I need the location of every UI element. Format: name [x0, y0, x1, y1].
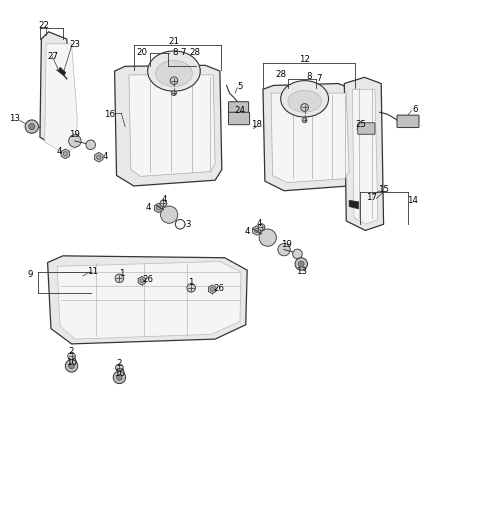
Polygon shape: [58, 68, 66, 77]
FancyBboxPatch shape: [228, 103, 249, 115]
Circle shape: [299, 262, 304, 267]
Circle shape: [117, 375, 122, 380]
Text: 28: 28: [189, 48, 200, 58]
Text: 6: 6: [412, 105, 418, 114]
Text: 23: 23: [70, 40, 80, 49]
Circle shape: [68, 353, 75, 361]
Circle shape: [160, 200, 167, 207]
Text: 2: 2: [69, 346, 74, 355]
Polygon shape: [138, 277, 145, 285]
Text: 4: 4: [145, 203, 151, 212]
Text: 11: 11: [87, 266, 98, 275]
Text: 18: 18: [251, 120, 262, 129]
Text: 17: 17: [366, 193, 377, 202]
Circle shape: [156, 207, 161, 211]
FancyBboxPatch shape: [228, 113, 250, 125]
Text: 26: 26: [213, 284, 224, 293]
Polygon shape: [45, 45, 77, 153]
Text: 24: 24: [235, 106, 245, 115]
Circle shape: [140, 279, 144, 283]
Text: 13: 13: [296, 266, 307, 275]
Text: 4: 4: [162, 194, 167, 204]
Ellipse shape: [156, 61, 192, 87]
Text: 10: 10: [66, 357, 77, 366]
Text: 7: 7: [181, 48, 186, 58]
Polygon shape: [40, 33, 72, 148]
Text: 8: 8: [173, 48, 178, 58]
Circle shape: [293, 249, 302, 259]
Text: 2: 2: [117, 358, 122, 367]
Text: 9: 9: [28, 270, 33, 278]
Text: 20: 20: [136, 48, 147, 58]
Circle shape: [278, 244, 290, 257]
Text: 22: 22: [38, 21, 49, 30]
Text: 7: 7: [316, 74, 322, 83]
Circle shape: [86, 141, 96, 150]
Polygon shape: [252, 226, 261, 236]
Circle shape: [116, 364, 123, 372]
Circle shape: [29, 124, 35, 130]
Circle shape: [295, 258, 308, 271]
Text: 12: 12: [299, 55, 310, 64]
Polygon shape: [95, 153, 103, 163]
Text: 28: 28: [275, 70, 286, 79]
Text: 25: 25: [355, 120, 366, 129]
Circle shape: [302, 119, 307, 124]
Circle shape: [301, 105, 309, 112]
Text: 4: 4: [256, 218, 262, 227]
Text: 10: 10: [114, 368, 125, 377]
Text: 4: 4: [244, 227, 250, 235]
Circle shape: [171, 91, 176, 96]
Circle shape: [210, 288, 214, 292]
FancyBboxPatch shape: [397, 116, 419, 128]
Text: 19: 19: [70, 130, 80, 138]
Text: 16: 16: [104, 110, 115, 119]
Polygon shape: [344, 78, 384, 231]
Text: 14: 14: [407, 195, 418, 205]
Circle shape: [96, 156, 101, 160]
Text: 8: 8: [307, 72, 312, 81]
Polygon shape: [208, 285, 216, 294]
Circle shape: [65, 360, 78, 372]
Circle shape: [160, 207, 178, 224]
Polygon shape: [352, 90, 378, 225]
Text: 3: 3: [186, 219, 191, 228]
Polygon shape: [61, 150, 70, 160]
Text: 21: 21: [168, 37, 180, 46]
Circle shape: [63, 153, 68, 157]
Polygon shape: [129, 76, 215, 177]
Text: 5: 5: [237, 82, 243, 91]
Circle shape: [175, 220, 185, 230]
Text: 19: 19: [281, 239, 292, 248]
Ellipse shape: [281, 81, 328, 118]
Text: 4: 4: [56, 147, 62, 156]
Ellipse shape: [288, 91, 322, 113]
Circle shape: [254, 229, 259, 233]
Circle shape: [187, 284, 195, 292]
Polygon shape: [57, 262, 241, 339]
Polygon shape: [263, 84, 356, 191]
FancyBboxPatch shape: [358, 124, 375, 135]
Text: 26: 26: [143, 274, 154, 283]
Circle shape: [69, 364, 74, 369]
Circle shape: [259, 230, 276, 247]
Text: 15: 15: [378, 185, 389, 194]
Circle shape: [25, 121, 38, 134]
Text: 27: 27: [47, 52, 58, 61]
Circle shape: [113, 372, 126, 384]
Polygon shape: [48, 257, 247, 344]
Circle shape: [69, 135, 81, 148]
Circle shape: [170, 78, 178, 85]
Text: 1: 1: [119, 268, 124, 277]
Polygon shape: [115, 66, 222, 186]
Polygon shape: [155, 204, 163, 213]
Circle shape: [115, 275, 124, 283]
Ellipse shape: [148, 52, 200, 92]
Polygon shape: [271, 94, 349, 183]
Text: 4: 4: [102, 152, 108, 161]
Polygon shape: [349, 201, 359, 210]
Text: 13: 13: [9, 114, 20, 123]
Circle shape: [258, 224, 265, 231]
Text: 1: 1: [189, 278, 194, 287]
